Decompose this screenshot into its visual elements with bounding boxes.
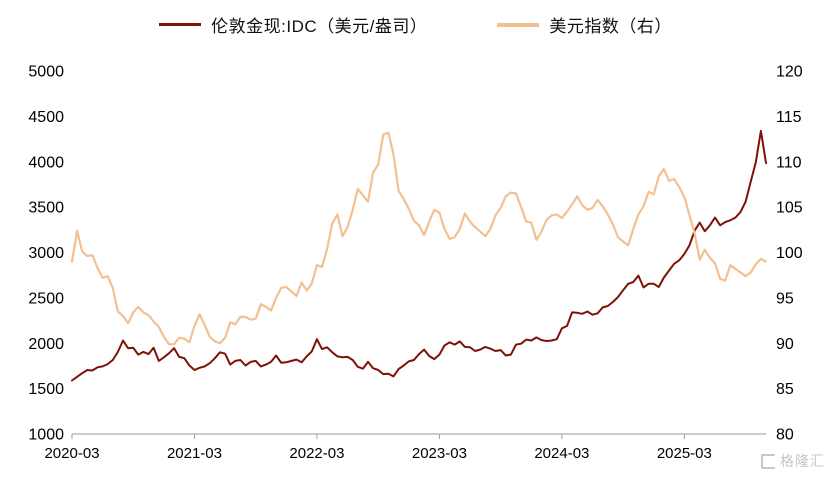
x-axis-tick-label: 2023-03 — [412, 445, 467, 462]
gelonghui-logo-icon — [761, 453, 776, 469]
gold-line-swatch — [159, 23, 202, 26]
left-axis-tick-label: 5000 — [28, 64, 64, 81]
right-axis-tick-label: 105 — [776, 200, 803, 217]
x-axis-tick-label: 2022-03 — [289, 445, 344, 462]
right-axis-tick-label: 100 — [776, 245, 803, 262]
legend-label-dollar-index: 美元指数（右） — [549, 17, 672, 36]
right-axis-tick-label: 90 — [776, 336, 794, 353]
legend-label-gold: 伦敦金现:IDC（美元/盎司） — [211, 17, 428, 36]
legend-item-gold: 伦敦金现:IDC（美元/盎司） — [159, 12, 427, 37]
left-axis-tick-label: 2500 — [28, 290, 64, 307]
right-axis-tick-label: 115 — [776, 109, 802, 126]
gelonghui-watermark: 格隆汇 — [761, 451, 825, 471]
left-axis-tick-label: 1500 — [28, 381, 64, 398]
right-axis-tick-label: 80 — [776, 427, 794, 444]
left-axis-tick-label: 3000 — [28, 245, 64, 262]
chart-legend: 伦敦金现:IDC（美元/盎司） 美元指数（右） — [0, 12, 831, 37]
left-axis-tick-label: 1000 — [28, 427, 64, 444]
left-axis-tick-label: 4500 — [28, 109, 64, 126]
right-axis-tick-label: 85 — [776, 381, 794, 398]
gold-price-line — [71, 129, 767, 382]
legend-item-dollar-index: 美元指数（右） — [497, 12, 672, 37]
dollar-index-line — [70, 131, 768, 346]
dollar-index-line-swatch — [497, 22, 540, 27]
x-axis-tick-label: 2021-03 — [167, 445, 222, 462]
gelonghui-logo-text: 格隆汇 — [780, 453, 825, 469]
x-axis-tick-label: 2025-03 — [657, 445, 712, 462]
left-axis-tick-label: 4000 — [28, 154, 64, 171]
x-axis-tick-label: 2020-03 — [44, 445, 99, 462]
right-axis-tick-label: 120 — [776, 64, 803, 81]
right-axis-tick-label: 95 — [776, 290, 794, 307]
x-axis-tick-label: 2024-03 — [534, 445, 589, 462]
right-axis-tick-label: 110 — [776, 154, 802, 171]
left-axis-tick-label: 3500 — [28, 200, 64, 217]
left-axis-tick-label: 2000 — [28, 336, 64, 353]
